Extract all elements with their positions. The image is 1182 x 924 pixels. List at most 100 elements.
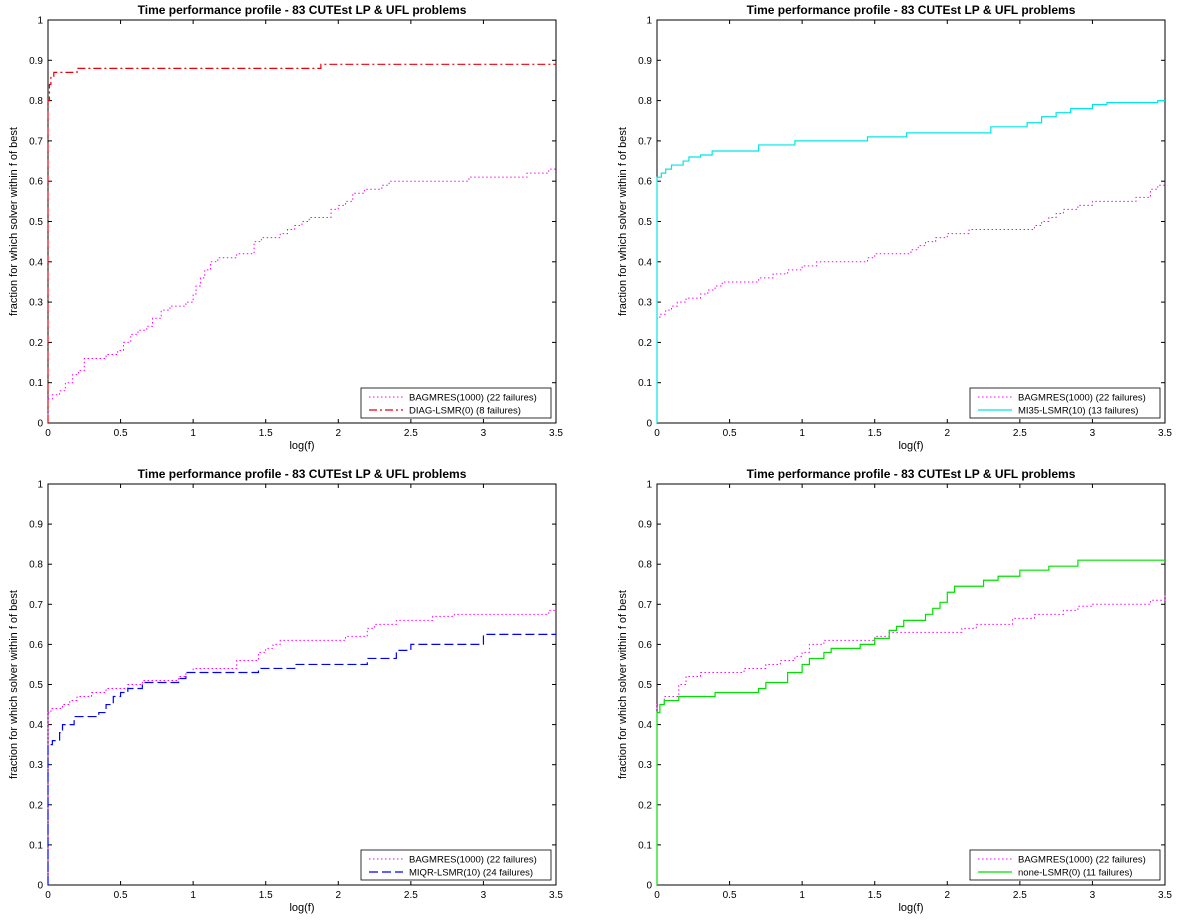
x-tick-label: 1 [190,428,196,439]
y-tick-label: 0.4 [638,257,652,268]
x-tick-label: 1.5 [259,428,273,439]
legend-box [360,849,552,881]
x-tick-label: 3.5 [1158,428,1172,439]
plot-frame [656,483,1166,886]
y-tick-label: 1 [37,480,43,491]
y-tick-label: 0.3 [638,298,652,309]
series-line-1 [47,609,556,885]
y-tick-label: 0.8 [29,560,43,571]
y-tick-label: 0.7 [638,136,652,147]
y-tick-label: 0.9 [638,56,652,67]
y-tick-label: 0.2 [638,800,652,811]
chart-title: Time performance profile - 83 CUTEst LP … [138,3,467,17]
legend-entry: MI35-LSMR(10) (13 failures) [1018,406,1138,417]
legend: BAGMRES(1000) (22 failures) MI35-LSMR(10)… [969,387,1161,419]
y-axis-label: fraction for which solver within f of be… [617,590,629,779]
x-tick-label: 2 [945,890,951,901]
y-tick-label: 0.4 [638,720,652,731]
x-tick-label: 2.5 [1013,890,1027,901]
x-tick-label: 0.5 [114,428,128,439]
x-tick-label: 3.5 [549,428,563,439]
y-tick-label: 0.8 [29,96,43,107]
x-tick-label: 3.5 [549,890,563,901]
y-tick-label: 0.6 [638,177,652,188]
legend-entry: BAGMRES(1000) (22 failures) [409,393,537,404]
y-tick-label: 0 [37,881,43,892]
x-tick-label: 0 [45,428,51,439]
y-tick-label: 0.1 [29,378,43,389]
x-tick-label: 1 [799,890,805,901]
x-tick-label: 0 [45,890,51,901]
y-tick-label: 0.5 [638,217,652,228]
y-tick-label: 0.7 [29,136,43,147]
x-tick-label: 1.5 [868,890,882,901]
x-tick-label: 2 [336,428,342,439]
y-axis-label: fraction for which solver within f of be… [8,590,20,779]
y-tick-label: 0.3 [638,760,652,771]
x-tick-label: 1 [190,890,196,901]
y-tick-label: 1 [37,16,43,27]
series-line-2 [47,63,556,423]
x-tick-label: 3.5 [1158,890,1172,901]
y-tick-label: 0.2 [29,800,43,811]
y-tick-label: 0 [646,881,652,892]
chart-panel-2: 0 0.5 1 1.5 2 2.5 3 3.5 0 0.1 0.2 0.3 0.4 0.5 0.6 0.7 0.… [617,3,1172,452]
y-tick-label: 0.3 [29,760,43,771]
x-tick-label: 0.5 [114,890,128,901]
x-axis-label: log(f) [289,440,314,452]
y-axis-label: fraction for which solver within f of be… [8,127,20,316]
y-tick-label: 0.5 [29,217,43,228]
x-tick-label: 0 [654,890,660,901]
x-tick-label: 0.5 [723,890,737,901]
series-line-2 [47,633,556,885]
chart-panel-1: 0 0.5 1 1.5 2 2.5 3 3.5 0 0.1 0.2 0.3 0.4 0.5 0.6 0.7 0.… [8,3,563,452]
y-tick-label: 0.1 [29,840,43,851]
x-tick-label: 2.5 [1013,428,1027,439]
y-tick-label: 0.4 [29,720,43,731]
legend-entry: BAGMRES(1000) (22 failures) [1018,855,1146,866]
x-tick-label: 1 [799,428,805,439]
y-tick-label: 1 [646,16,652,27]
y-tick-label: 0.7 [638,600,652,611]
legend-box [360,387,552,419]
y-tick-label: 0.7 [29,600,43,611]
y-tick-label: 1 [646,480,652,491]
legend: BAGMRES(1000) (22 failures) none-LSMR(0) … [969,849,1161,881]
series-line-1 [656,184,1165,423]
x-tick-label: 0.5 [723,428,737,439]
y-tick-label: 0.1 [638,840,652,851]
series-line-1 [47,168,556,423]
legend: BAGMRES(1000) (22 failures) MIQR-LSMR(10)… [360,849,552,881]
legend-entry: BAGMRES(1000) (22 failures) [1018,393,1146,404]
y-tick-label: 0.3 [29,298,43,309]
y-tick-label: 0 [37,419,43,430]
y-tick-label: 0.6 [638,640,652,651]
y-tick-label: 0.6 [29,177,43,188]
plot-frame [47,19,557,424]
chart-title: Time performance profile - 83 CUTEst LP … [138,467,467,481]
y-tick-label: 0.9 [29,56,43,67]
plot-frame [47,483,557,886]
chart-title: Time performance profile - 83 CUTEst LP … [747,467,1076,481]
y-tick-label: 0.6 [29,640,43,651]
x-axis-label: log(f) [289,902,314,914]
legend-entry: BAGMRES(1000) (22 failures) [409,855,537,866]
x-tick-label: 3 [1090,428,1096,439]
chart-panel-4: 0 0.5 1 1.5 2 2.5 3 3.5 0 0.1 0.2 0.3 0.4 0.5 0.6 0.7 0.… [617,467,1172,914]
legend-box [969,387,1161,419]
y-tick-label: 0.9 [29,520,43,531]
x-tick-label: 3 [481,428,487,439]
y-tick-label: 0.9 [638,520,652,531]
x-axis-label: log(f) [898,440,923,452]
series-line-1 [656,594,1166,885]
y-tick-label: 0 [646,419,652,430]
legend-box [969,849,1161,881]
x-tick-label: 1.5 [259,890,273,901]
x-axis-label: log(f) [898,902,923,914]
x-tick-label: 0 [654,428,660,439]
x-tick-label: 3 [481,890,487,901]
y-tick-label: 0.2 [29,338,43,349]
series-line-2 [656,100,1165,423]
x-tick-label: 1.5 [868,428,882,439]
x-tick-label: 2.5 [404,890,418,901]
